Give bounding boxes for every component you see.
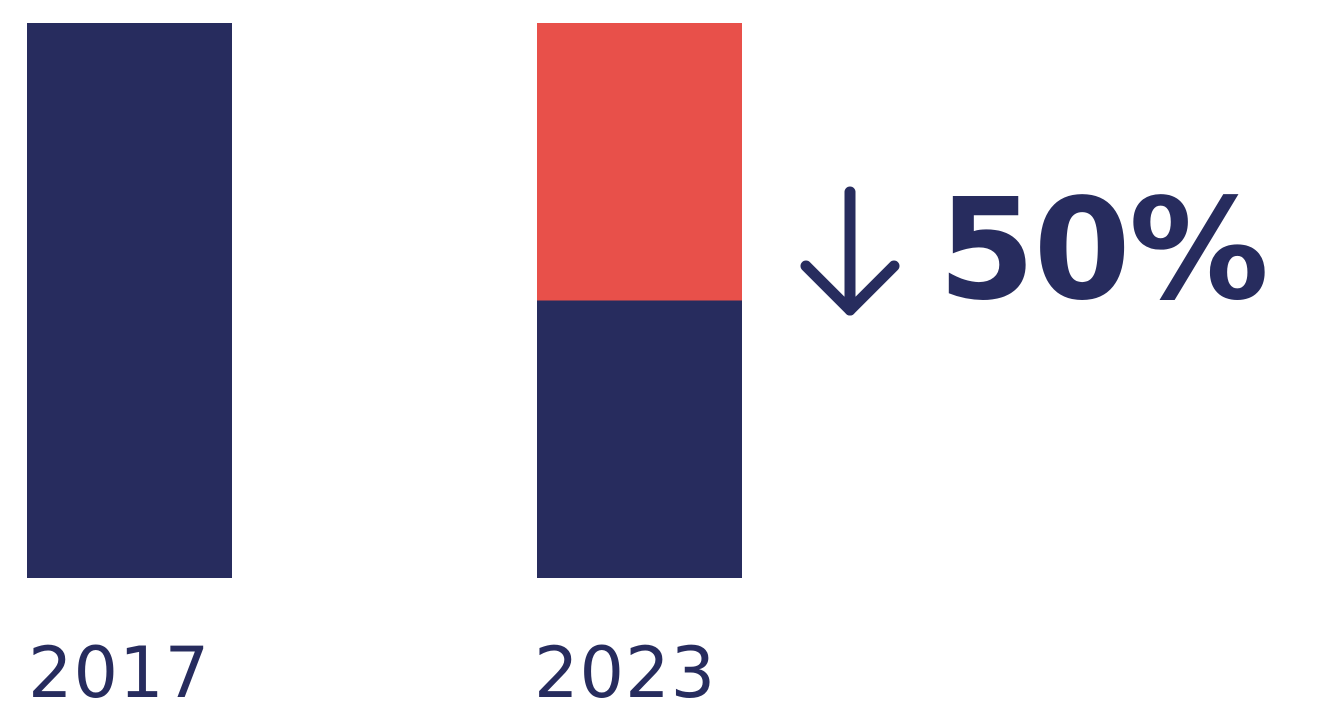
bar-2017-segment-0 <box>27 23 232 578</box>
change-annotation: 50% <box>800 181 1269 321</box>
category-label-2023: 2023 <box>534 632 717 714</box>
change-value: 50% <box>938 169 1269 332</box>
bar-2023-segment-0 <box>537 300 742 578</box>
arrow-down-icon <box>800 186 900 316</box>
bar-2023-segment-1 <box>537 23 742 301</box>
category-label-2017: 2017 <box>28 632 211 714</box>
